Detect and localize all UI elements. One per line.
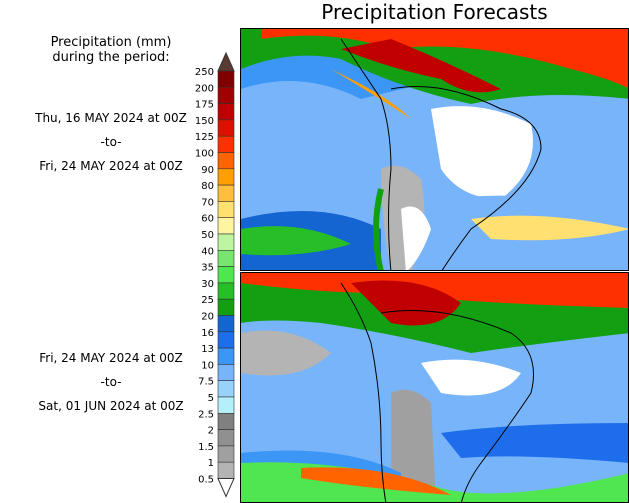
period-end: Fri, 24 MAY 2024 at 00Z	[39, 159, 183, 173]
colorbar-segment	[217, 184, 235, 202]
colorbar-label: 90	[201, 165, 214, 176]
period-sep: -to-	[100, 135, 122, 149]
colorbar-segment	[217, 103, 235, 121]
colorbar-label: 10	[201, 360, 214, 371]
period-sep: -to-	[100, 375, 122, 389]
colorbar-segment	[217, 298, 235, 316]
colorbar-label: 60	[201, 214, 214, 225]
period-2-label: Fri, 24 MAY 2024 at 00Z -to- Sat, 01 JUN…	[0, 346, 222, 418]
colorbar-segment	[217, 315, 235, 333]
colorbar-segment	[217, 87, 235, 104]
colorbar-label: 1	[208, 458, 214, 469]
period-start: Fri, 24 MAY 2024 at 00Z	[39, 351, 183, 365]
colorbar-under-arrow	[217, 478, 235, 498]
colorbar-label: 5	[208, 393, 214, 404]
page-title: Precipitation Forecasts	[321, 0, 548, 24]
colorbar-label: 7.5	[198, 377, 214, 388]
colorbar-label: 200	[195, 83, 214, 94]
colorbar-segment	[217, 70, 235, 88]
colorbar-label: 250	[195, 67, 214, 78]
colorbar-segment	[217, 250, 235, 267]
colorbar-label: 40	[201, 246, 214, 257]
legend-title: Precipitation (mm) during the period:	[0, 35, 222, 65]
colorbar-over-arrow	[217, 51, 235, 72]
period-end: Sat, 01 JUN 2024 at 00Z	[38, 399, 184, 413]
colorbar-segment	[217, 396, 235, 414]
colorbar-segment	[217, 152, 235, 170]
colorbar-segment	[217, 135, 235, 153]
colorbar-label: 25	[201, 295, 214, 306]
colorbar-label: 20	[201, 312, 214, 323]
colorbar-segment	[217, 412, 235, 430]
colorbar-label: 2	[208, 426, 214, 437]
colorbar-segment	[217, 461, 235, 479]
colorbar-segment	[217, 331, 235, 349]
colorbar-label: 30	[201, 279, 214, 290]
colorbar-label: 1.5	[198, 442, 214, 453]
colorbar-label: 16	[201, 328, 214, 339]
period-start: Thu, 16 MAY 2024 at 00Z	[35, 111, 187, 125]
colorbar-label: 80	[201, 181, 214, 192]
colorbar-label: 70	[201, 197, 214, 208]
colorbar-segment	[217, 380, 235, 398]
forecast-map-period-2	[240, 272, 629, 503]
colorbar-segment	[217, 168, 235, 186]
colorbar-segment	[217, 445, 235, 463]
colorbar-segment	[217, 217, 235, 235]
colorbar-segment	[217, 282, 235, 300]
legend-title-line: during the period:	[52, 50, 170, 65]
colorbar-segment	[217, 119, 235, 137]
colorbar-label: 35	[201, 263, 214, 274]
colorbar-segment	[217, 347, 235, 365]
colorbar-segment	[217, 266, 235, 284]
colorbar-label: 13	[201, 344, 214, 355]
colorbar-segment	[217, 364, 235, 381]
period-1-label: Thu, 16 MAY 2024 at 00Z -to- Fri, 24 MAY…	[0, 106, 222, 178]
colorbar-label: 50	[201, 230, 214, 241]
legend-title-line: Precipitation (mm)	[50, 35, 172, 50]
colorbar-segment	[217, 201, 235, 218]
colorbar-segment	[217, 429, 235, 447]
colorbar-label: 150	[195, 116, 214, 127]
colorbar-label: 100	[195, 149, 214, 160]
colorbar-label: 2.5	[198, 409, 214, 420]
colorbar-label: 0.5	[198, 475, 214, 486]
colorbar-label: 175	[195, 100, 214, 111]
colorbar-segment	[217, 233, 235, 251]
colorbar-label: 125	[195, 132, 214, 143]
forecast-map-period-1	[240, 28, 629, 271]
